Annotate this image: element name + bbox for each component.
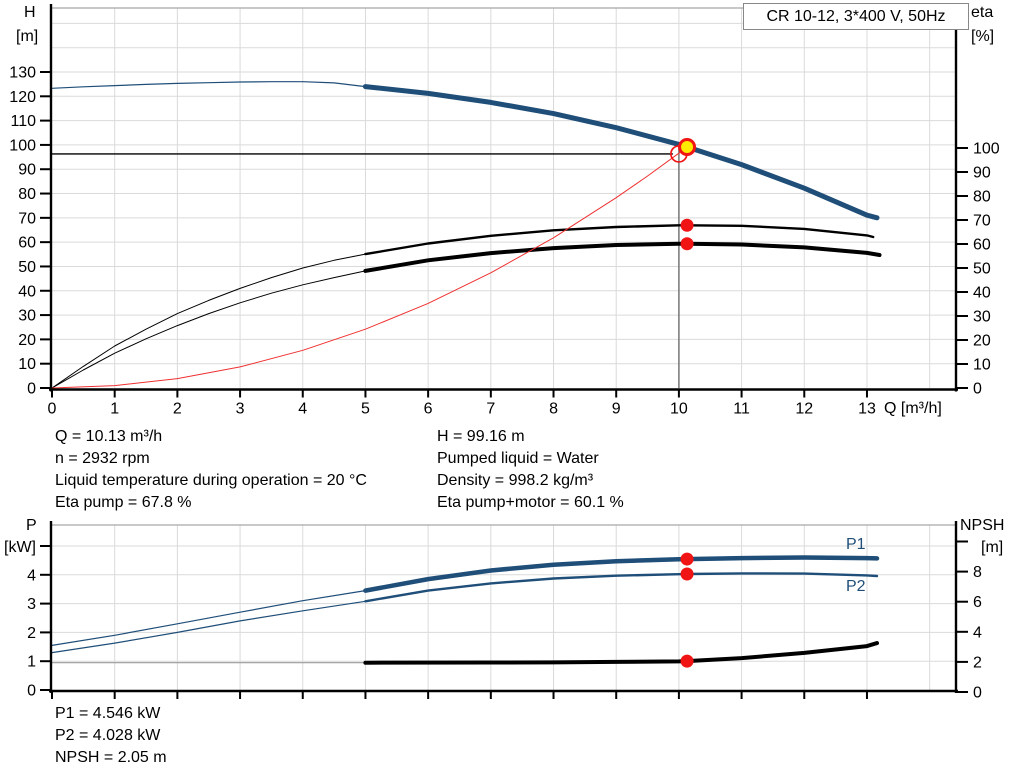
- h-axis-label: H: [24, 4, 36, 21]
- right-tick-label: 100: [973, 141, 1000, 158]
- annotation-eta-pump: Eta pump = 67.8 %: [55, 494, 192, 511]
- eta-pump-thin: [51, 253, 366, 389]
- p-axis-unit: [kW]: [4, 539, 36, 556]
- bottom-tick-label: 9: [612, 401, 621, 418]
- p1-curve-thin: [51, 589, 366, 647]
- left-tick-label: 30: [18, 308, 36, 325]
- annotation-head: H = 99.16 m: [437, 428, 525, 445]
- right-tick-label: 40: [973, 285, 991, 302]
- pump-title-box: CR 10-12, 3*400 V, 50Hz: [743, 3, 969, 30]
- eta-pump-point: [680, 218, 694, 232]
- bottom-tick-label: 8: [549, 401, 558, 418]
- annotation-p1: P1 = 4.546 kW: [55, 705, 161, 722]
- p1-point: [680, 552, 694, 566]
- right-tick-label: 20: [973, 333, 991, 350]
- annotation-flow: Q = 10.13 m³/h: [55, 428, 163, 445]
- npsh-axis-label: NPSH: [960, 517, 1005, 534]
- p2-curve-label: P2: [846, 578, 866, 595]
- p2-curve: [364, 572, 879, 603]
- q-axis-label: Q [m³/h]: [884, 400, 942, 417]
- left-tick-label: 20: [18, 332, 36, 349]
- annotation-speed: n = 2932 rpm: [55, 450, 150, 467]
- h-axis-unit: [m]: [16, 28, 39, 45]
- bottom-tick-label: 3: [236, 401, 245, 418]
- left-tick-label: 2: [27, 625, 36, 642]
- right-tick-label: 4: [973, 624, 982, 641]
- right-tick-label: 0: [973, 381, 982, 398]
- bottom-tick-label: 5: [361, 401, 370, 418]
- left-tick-label: 70: [18, 210, 36, 227]
- npsh-curve: [363, 641, 879, 665]
- right-tick-label: 30: [973, 309, 991, 326]
- bottom-tick-label: 2: [173, 401, 182, 418]
- right-tick-label: 50: [973, 261, 991, 278]
- bottom-tick-label: 4: [298, 401, 307, 418]
- bottom-tick-label: 11: [733, 401, 750, 418]
- left-tick-label: 4: [27, 567, 36, 584]
- annotation-liquid: Pumped liquid = Water: [437, 450, 599, 467]
- operating-point: [678, 137, 697, 156]
- right-tick-label: 10: [973, 357, 991, 374]
- left-tick-label: 60: [18, 235, 36, 252]
- left-tick-label: 110: [10, 113, 36, 130]
- left-tick-label: 80: [18, 186, 36, 203]
- bottom-tick-label: 1: [110, 401, 119, 418]
- right-tick-label: 8: [973, 564, 982, 581]
- left-tick-label: 130: [9, 64, 36, 81]
- bottom-tick-label: 10: [670, 401, 688, 418]
- right-tick-label: 70: [973, 213, 991, 230]
- right-tick-label: 2: [973, 654, 982, 671]
- left-tick-label: 120: [9, 89, 36, 106]
- annotation-npsh: NPSH = 2.05 m: [55, 749, 167, 766]
- eta-pump: [364, 224, 875, 256]
- bottom-tick-label: 12: [795, 401, 813, 418]
- eta-axis-unit: [%]: [971, 28, 995, 45]
- right-tick-label: 6: [973, 594, 982, 611]
- bottom-tick-label: 0: [48, 401, 57, 418]
- left-tick-label: 0: [27, 381, 36, 398]
- bottom-tick-label: 13: [858, 401, 876, 418]
- left-tick-label: 10: [18, 356, 36, 373]
- left-tick-label: 100: [9, 137, 36, 154]
- left-tick-label: 1: [27, 654, 36, 671]
- annotation-density: Density = 998.2 kg/m³: [437, 472, 594, 489]
- eta-pump-motor: [363, 241, 882, 273]
- right-tick-label: 0: [973, 685, 982, 702]
- right-tick-label: 80: [973, 189, 991, 206]
- npsh-point: [680, 654, 694, 668]
- p1-curve: [363, 555, 880, 593]
- system-curve: [51, 146, 688, 389]
- right-tick-label: 90: [973, 165, 991, 182]
- annotation-eta-total: Eta pump+motor = 60.1 %: [437, 494, 624, 511]
- eta-pump-motor-thin: [51, 270, 366, 389]
- left-tick-label: 50: [18, 259, 36, 276]
- bottom-tick-label: 6: [424, 401, 433, 418]
- p1-curve-label: P1: [846, 536, 866, 553]
- left-tick-label: 0: [27, 683, 36, 700]
- annotation-temperature: Liquid temperature during operation = 20…: [55, 472, 367, 489]
- npsh-axis-unit: [m]: [981, 539, 1004, 556]
- eta-axis-label: eta: [971, 4, 994, 21]
- left-tick-label: 90: [18, 162, 36, 179]
- head-curve-thin: [51, 81, 366, 89]
- right-tick-label: 60: [973, 237, 991, 254]
- left-tick-label: 3: [27, 596, 36, 613]
- p2-curve-thin: [51, 600, 366, 654]
- p2-point: [680, 567, 694, 581]
- eta-pump-motor-point: [680, 237, 694, 251]
- annotation-p2: P2 = 4.028 kW: [55, 727, 161, 744]
- head-curve: [362, 84, 880, 221]
- bottom-tick-label: 7: [486, 401, 495, 418]
- p-axis-label: P: [26, 517, 37, 534]
- left-tick-label: 40: [18, 283, 36, 300]
